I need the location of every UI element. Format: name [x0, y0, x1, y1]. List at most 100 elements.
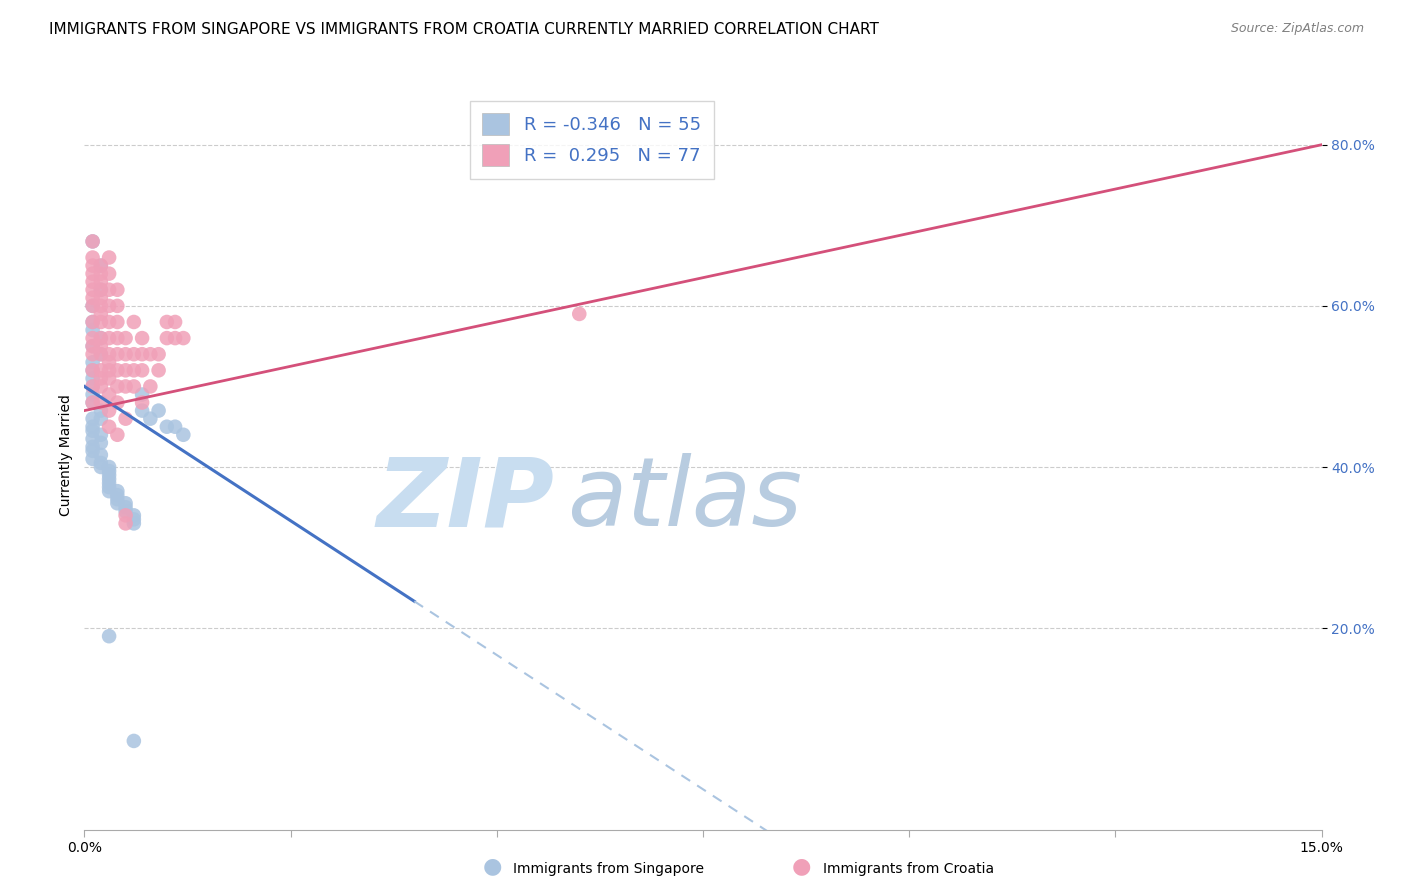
- Point: [82, 379, 104, 393]
- Text: Immigrants from Croatia: Immigrants from Croatia: [823, 862, 994, 876]
- Point: [82, 331, 104, 345]
- Point: [82, 283, 104, 297]
- Point: [82, 432, 104, 446]
- Point: [148, 363, 170, 377]
- Point: [82, 291, 104, 305]
- Point: [98, 315, 121, 329]
- Point: [82, 315, 104, 329]
- Point: [90, 371, 112, 385]
- Point: [105, 283, 128, 297]
- Point: [122, 315, 145, 329]
- Point: [114, 411, 136, 425]
- Point: [98, 476, 121, 491]
- Point: [105, 488, 128, 502]
- Point: [82, 299, 104, 313]
- Point: [114, 504, 136, 518]
- Point: [98, 387, 121, 401]
- Point: [98, 480, 121, 494]
- Point: [90, 291, 112, 305]
- Point: [148, 403, 170, 417]
- Point: [105, 347, 128, 361]
- Point: [131, 347, 153, 361]
- Point: [165, 331, 187, 345]
- Point: [82, 371, 104, 385]
- Text: ZIP: ZIP: [377, 453, 554, 547]
- Point: [568, 307, 591, 321]
- Point: [131, 403, 153, 417]
- Point: [105, 484, 128, 499]
- Point: [122, 512, 145, 526]
- Point: [90, 427, 112, 442]
- Point: [90, 315, 112, 329]
- Point: [90, 347, 112, 361]
- Point: [82, 315, 104, 329]
- Point: [131, 363, 153, 377]
- Point: [82, 323, 104, 337]
- Point: [105, 496, 128, 510]
- Point: [90, 460, 112, 475]
- Point: [82, 395, 104, 409]
- Point: [82, 355, 104, 369]
- Point: [148, 347, 170, 361]
- Point: [90, 411, 112, 425]
- Point: [82, 339, 104, 353]
- Point: [90, 331, 112, 345]
- Point: [90, 395, 112, 409]
- Point: [90, 363, 112, 377]
- Text: Source: ZipAtlas.com: Source: ZipAtlas.com: [1230, 22, 1364, 36]
- Point: [139, 411, 162, 425]
- Point: [82, 363, 104, 377]
- Point: [82, 299, 104, 313]
- Point: [122, 516, 145, 531]
- Point: [98, 299, 121, 313]
- Point: [105, 427, 128, 442]
- Point: [172, 427, 194, 442]
- Point: [82, 379, 104, 393]
- Point: [98, 484, 121, 499]
- Point: [82, 452, 104, 467]
- Point: [90, 339, 112, 353]
- Point: [105, 395, 128, 409]
- Point: [105, 492, 128, 507]
- Point: [98, 472, 121, 486]
- Point: [105, 363, 128, 377]
- Point: [90, 259, 112, 273]
- Point: [90, 403, 112, 417]
- Point: [90, 448, 112, 462]
- Point: [122, 347, 145, 361]
- Point: [90, 435, 112, 450]
- Point: [98, 419, 121, 434]
- Point: [82, 347, 104, 361]
- Point: [105, 299, 128, 313]
- Point: [122, 363, 145, 377]
- Point: [98, 371, 121, 385]
- Point: [172, 331, 194, 345]
- Point: [114, 508, 136, 523]
- Point: [82, 363, 104, 377]
- Point: [105, 331, 128, 345]
- Point: [156, 331, 179, 345]
- Point: [114, 347, 136, 361]
- Point: [82, 275, 104, 289]
- Point: [98, 460, 121, 475]
- Point: [82, 251, 104, 265]
- Point: [105, 379, 128, 393]
- Point: [139, 379, 162, 393]
- Point: [131, 395, 153, 409]
- Point: [131, 331, 153, 345]
- Text: ●: ●: [792, 856, 811, 876]
- Point: [98, 331, 121, 345]
- Point: [139, 347, 162, 361]
- Point: [156, 419, 179, 434]
- Point: [156, 315, 179, 329]
- Point: [90, 283, 112, 297]
- Point: [165, 315, 187, 329]
- Point: [98, 468, 121, 483]
- Text: Immigrants from Singapore: Immigrants from Singapore: [513, 862, 704, 876]
- Point: [82, 235, 104, 249]
- Point: [105, 315, 128, 329]
- Point: [114, 516, 136, 531]
- Point: [98, 403, 121, 417]
- Point: [114, 496, 136, 510]
- Point: [98, 267, 121, 281]
